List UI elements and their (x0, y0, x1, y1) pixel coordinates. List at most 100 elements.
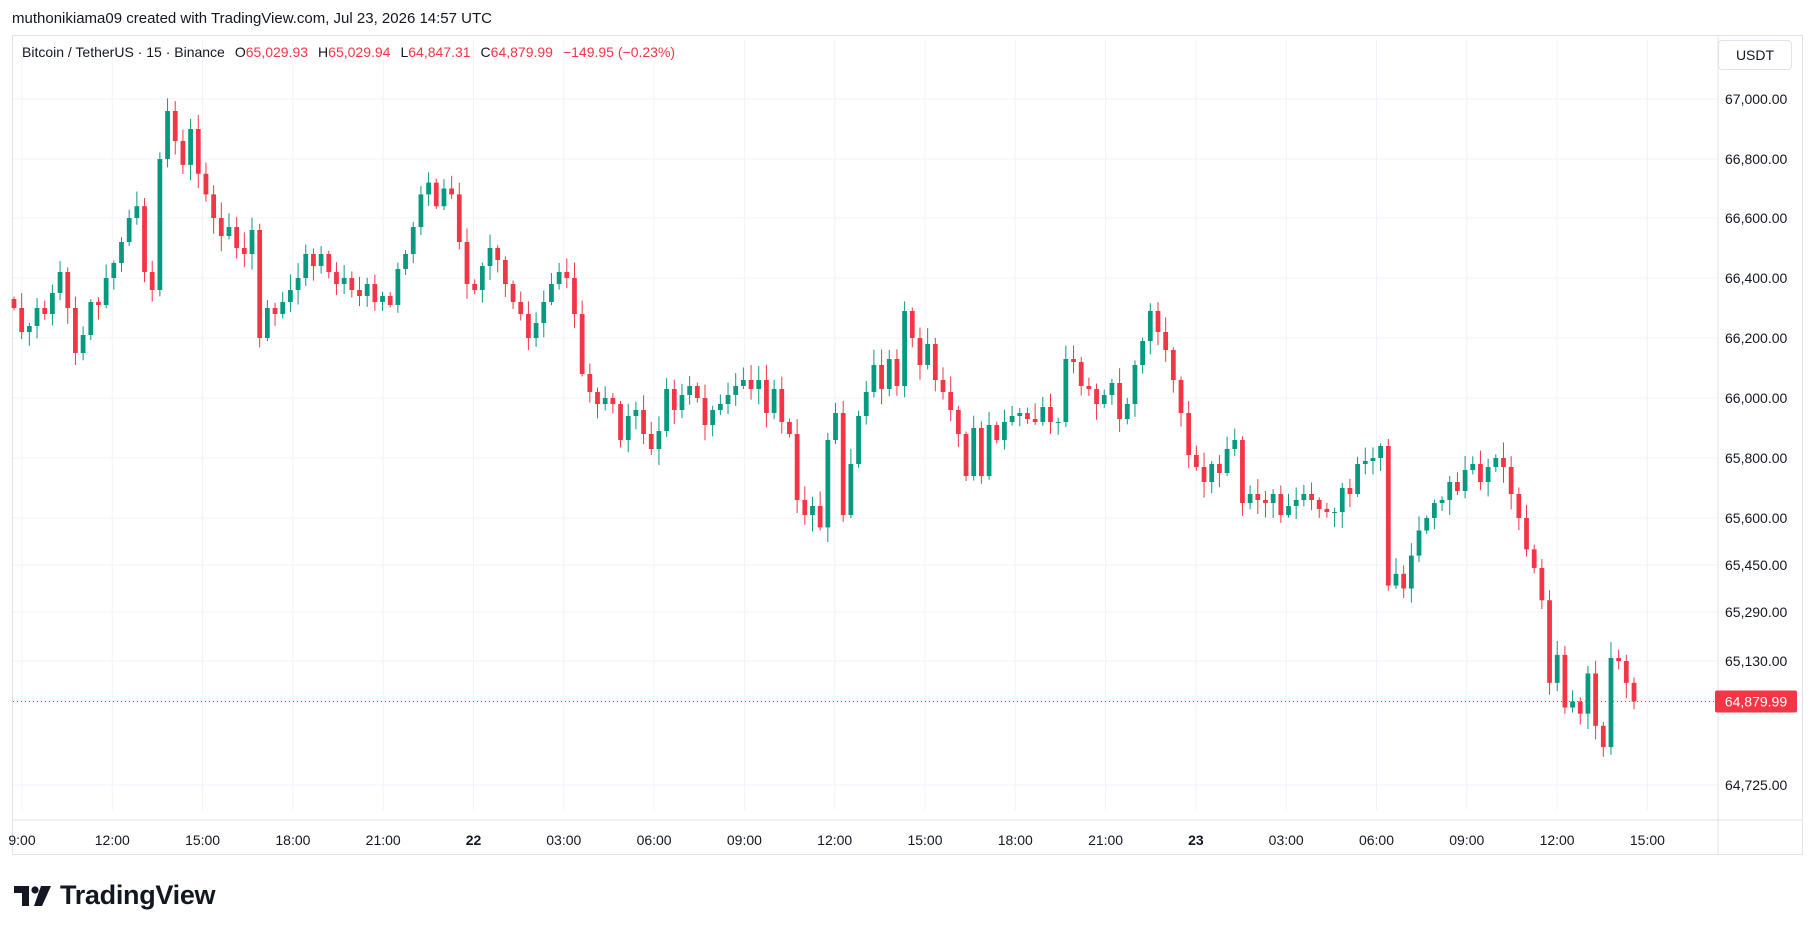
time-tick-label: 15:00 (185, 832, 220, 848)
candle-body (840, 413, 846, 515)
candle-body (1339, 488, 1345, 512)
candle-body (341, 278, 347, 284)
candle-body (1585, 673, 1591, 714)
candle-body (909, 311, 915, 338)
candle-body (1455, 482, 1460, 491)
price-tick-label: 65,800.00 (1725, 450, 1787, 466)
time-tick-label: 9:00 (8, 832, 35, 848)
candle-body (748, 380, 754, 389)
candle-body (1309, 494, 1314, 500)
candle-body (42, 308, 48, 314)
symbol-label[interactable]: Bitcoin / TetherUS · 15 · Binance (22, 44, 225, 60)
candle-body (1332, 512, 1337, 513)
candle-body (971, 428, 977, 476)
candle-body (979, 428, 984, 476)
candle-body (955, 410, 961, 434)
candle-body (579, 314, 585, 374)
candle-body (1017, 413, 1023, 416)
candle-body (1240, 440, 1245, 503)
candle-body (426, 182, 431, 195)
candle-body (172, 111, 178, 141)
low-label: L (400, 44, 409, 60)
candle-body (1186, 413, 1192, 455)
candle-body (610, 398, 616, 404)
tradingview-logo[interactable]: TradingView (14, 880, 216, 911)
candle-body (710, 410, 716, 425)
candle-body (1147, 311, 1153, 341)
time-tick-label: 15:00 (1630, 832, 1665, 848)
time-tick-label: 21:00 (1088, 832, 1123, 848)
candle-body (1501, 458, 1506, 467)
candle-body (195, 129, 201, 174)
candle-body (1025, 413, 1030, 419)
candle-body (1209, 464, 1215, 482)
candle-body (403, 254, 408, 269)
candle-body (648, 434, 654, 449)
candle-body (1263, 500, 1268, 503)
currency-button[interactable]: USDT (1718, 40, 1792, 70)
candle-body (326, 254, 332, 272)
time-tick-label: 15:00 (907, 832, 942, 848)
candle-body (1608, 657, 1614, 748)
candle-body (288, 290, 293, 302)
candle-body (1132, 365, 1138, 404)
candle-body (1447, 482, 1453, 500)
candle-body (1086, 386, 1092, 389)
price-tick-label: 66,400.00 (1725, 270, 1787, 286)
chart-pane[interactable] (12, 35, 1803, 855)
candle-body (1470, 464, 1476, 470)
candle-body (848, 464, 854, 515)
candle-body (833, 413, 838, 440)
candle-body (810, 506, 815, 515)
candle-body (1301, 494, 1307, 500)
candle-body (879, 365, 884, 389)
close-label: C (480, 44, 491, 60)
candle-body (272, 308, 278, 314)
candle-body (1270, 494, 1276, 503)
candle-body (410, 227, 416, 254)
time-tick-label: 22 (466, 832, 482, 848)
candle-body (311, 254, 316, 266)
candle-body (994, 425, 1000, 440)
candle-body (825, 440, 831, 528)
candle-body (925, 344, 931, 365)
price-tick-label: 67,000.00 (1725, 91, 1787, 107)
candle-body (134, 206, 140, 218)
price-tick-label: 66,000.00 (1725, 390, 1787, 406)
candle-body (1124, 404, 1130, 419)
time-tick-label: 18:00 (998, 832, 1033, 848)
candle-body (395, 269, 401, 305)
candle-body (1385, 446, 1391, 586)
candle-body (510, 284, 516, 302)
candle-body (787, 422, 792, 434)
price-tick-label: 66,800.00 (1725, 151, 1787, 167)
time-tick-label: 09:00 (727, 832, 762, 848)
candle-body (1293, 500, 1299, 506)
candle-body (234, 227, 240, 248)
candle-body (1600, 725, 1606, 748)
candle-body (203, 173, 209, 195)
candle-body (764, 380, 769, 413)
price-tick-label: 66,600.00 (1725, 210, 1787, 226)
candle-body (1570, 701, 1575, 708)
candle-body (1493, 458, 1499, 467)
candle-body (456, 194, 462, 242)
candle-body (618, 404, 623, 440)
candle-body (633, 410, 639, 416)
candle-body (418, 194, 424, 227)
candle-body (917, 338, 923, 365)
candle-body (1508, 467, 1514, 494)
candle-body (1478, 464, 1483, 482)
candle-body (241, 248, 247, 254)
candle-body (1178, 380, 1184, 413)
candle-body (702, 398, 708, 425)
candle-body (1117, 383, 1122, 419)
candle-body (1255, 494, 1261, 500)
candle-body (364, 284, 370, 296)
candle-body (602, 398, 608, 404)
candle-body (1424, 518, 1430, 531)
price-tick-label: 65,290.00 (1725, 604, 1787, 620)
candle-body (472, 284, 478, 290)
candle-body (1224, 449, 1230, 473)
